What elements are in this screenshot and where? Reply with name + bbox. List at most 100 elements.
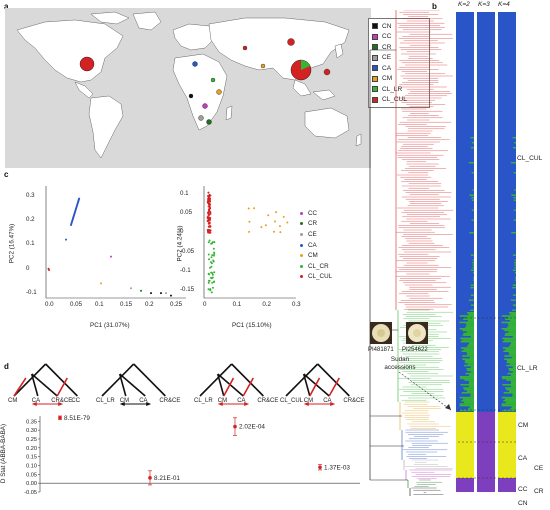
admixture-sliver xyxy=(470,294,474,296)
map-legend-item: CA xyxy=(372,63,426,74)
tree-tip-label: CR&CE xyxy=(51,398,73,404)
admixture-sliver xyxy=(510,344,516,346)
admixture-sliver xyxy=(463,401,474,404)
sudan-id-2: PI254622 xyxy=(402,347,428,353)
admixture-sliver xyxy=(503,392,516,394)
sudan-id-1: PI481871 xyxy=(368,347,394,353)
admixture-sliver xyxy=(465,372,474,375)
admixture-sliver xyxy=(469,342,474,344)
admixture-sliver xyxy=(465,323,474,325)
admixture-sliver xyxy=(465,326,474,328)
arrow-head xyxy=(31,402,37,406)
admixture-sliver xyxy=(506,364,516,367)
admixture-sliver xyxy=(467,363,474,365)
admixture-sliver xyxy=(460,337,474,340)
pca-point xyxy=(209,197,212,200)
pca-point xyxy=(209,203,212,206)
admixture-sliver xyxy=(511,342,516,344)
pca-point xyxy=(211,281,214,284)
arrow-head xyxy=(58,402,64,406)
admixture-sliver xyxy=(505,387,516,389)
admixture-sliver xyxy=(472,272,474,274)
admixture-sliver xyxy=(468,408,474,410)
admixture-sliver xyxy=(471,199,474,201)
admixture-sliver xyxy=(512,371,516,373)
tree-diagram-root xyxy=(13,363,78,397)
group-label-ca: CA xyxy=(518,455,528,462)
pca-left-ytick: 0.3 xyxy=(26,191,35,199)
d-stat-pvalue-label: 1.37E-03 xyxy=(324,464,350,471)
sudan-caption: Sudan accessions xyxy=(365,356,435,371)
admixture-sliver xyxy=(470,336,474,338)
tree-tip-label: CL_LR xyxy=(194,398,213,404)
admixture-sliver xyxy=(504,329,516,332)
group-label-cl-cul: CL_CUL xyxy=(517,155,543,162)
d-stat-chart: 0.35 0.30 0.25 0.20 0.15 0.10 0.05 0.00 -0.05 8.5… xyxy=(24,415,360,496)
admixture-sliver xyxy=(509,363,516,365)
admixture-sliver xyxy=(505,348,516,351)
admixture-sliver xyxy=(468,382,474,384)
admixture-sliver xyxy=(509,345,516,348)
admixture-sliver xyxy=(464,388,474,391)
admixture-sliver xyxy=(502,337,516,340)
admixture-sliver xyxy=(510,313,516,316)
pca-point xyxy=(65,238,67,241)
d-stat-pvalue-label: 8.51E-79 xyxy=(64,415,90,422)
admixture-sliver xyxy=(462,355,474,357)
d-stat-pvalue-label: 2.02E-04 xyxy=(239,424,265,431)
admixture-sliver xyxy=(508,352,516,354)
admixture-sliver xyxy=(508,316,516,319)
legend-swatch xyxy=(372,33,378,40)
tree-tip-label: CR&CE xyxy=(343,398,365,404)
pca-left-xtick: 0.25 xyxy=(170,301,183,308)
admixture-sliver xyxy=(514,277,516,279)
legend-label: CN xyxy=(382,22,392,30)
admixture-sliver xyxy=(501,315,516,317)
admixture-sliver xyxy=(467,345,474,348)
d-stat-ytick: 0.05 xyxy=(26,472,37,478)
d-stat-ytick: 0.35 xyxy=(26,419,37,425)
pca-point xyxy=(207,197,210,200)
admixture-sliver xyxy=(468,313,474,316)
legend-label: CL_LR xyxy=(382,85,403,93)
pca-point xyxy=(208,193,211,196)
pca-point xyxy=(209,217,212,220)
pca-point xyxy=(209,266,212,269)
d-stat-ytick: -0.05 xyxy=(24,490,37,496)
pca-legend-item: CR xyxy=(300,219,332,230)
admixture-sliver xyxy=(466,316,474,319)
admixture-sliver xyxy=(459,409,474,412)
pca-point xyxy=(211,273,214,276)
d-stat-ytick: 0.10 xyxy=(26,463,37,469)
admixture-sliver xyxy=(512,395,516,397)
pca-right-xtick: 0.2 xyxy=(262,301,271,308)
tree-diagram-root xyxy=(199,363,264,397)
map-legend-item: CL_LR xyxy=(372,84,426,95)
admixture-sliver xyxy=(501,396,516,399)
pca-point xyxy=(207,281,210,284)
legend-dot xyxy=(300,211,303,215)
admixture-sliver xyxy=(459,396,474,399)
pca-point xyxy=(267,214,270,217)
introgression-trees xyxy=(13,363,350,406)
pca-point xyxy=(208,239,211,242)
legend-dot xyxy=(300,264,303,268)
admixture-sliver xyxy=(466,352,474,354)
admixture-sliver xyxy=(468,299,474,301)
tree-tip-label: CA xyxy=(139,398,148,404)
admixture-sliver xyxy=(469,356,474,359)
pca-point xyxy=(282,215,285,218)
admixture-sliver xyxy=(469,194,474,196)
pca-right-xtick: 0.3 xyxy=(292,301,301,308)
tree-diagram-red-branch xyxy=(223,377,235,397)
admixture-sliver xyxy=(471,209,474,211)
legend-label: CM xyxy=(308,252,318,260)
tree-tip-label: CL_LR xyxy=(96,398,115,404)
k2-label: K=2 xyxy=(458,1,470,8)
admixture-sliver xyxy=(470,147,474,149)
sudan-arrow xyxy=(398,371,452,411)
admixture-sliver xyxy=(512,254,516,256)
admixture-sliver xyxy=(501,403,516,405)
panel-label-a: a xyxy=(4,2,9,11)
pca-point xyxy=(207,196,210,199)
